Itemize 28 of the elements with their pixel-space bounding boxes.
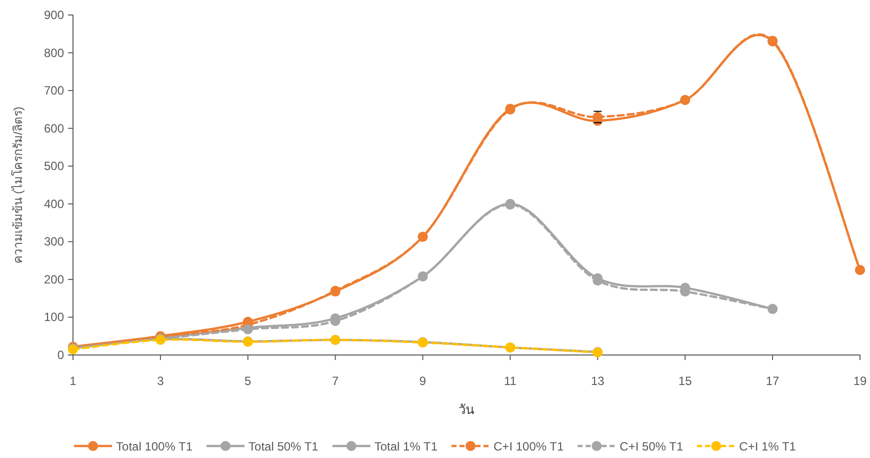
x-tick-label: 15 bbox=[678, 374, 692, 388]
legend-label: C+I 100% T1 bbox=[494, 440, 564, 454]
x-tick-label: 13 bbox=[590, 374, 605, 388]
legend-label: C+I 50% T1 bbox=[620, 440, 684, 454]
x-tick-label: 1 bbox=[70, 374, 77, 388]
x-axis-title: วัน bbox=[458, 402, 474, 417]
y-tick-label: 500 bbox=[44, 159, 64, 174]
legend-label: Total 1% T1 bbox=[374, 440, 438, 454]
x-tick-label: 9 bbox=[419, 374, 426, 388]
y-tick-label: 700 bbox=[44, 84, 64, 98]
y-tick-label: 600 bbox=[44, 121, 64, 136]
x-tick-label: 7 bbox=[332, 374, 339, 388]
y-tick-label: 400 bbox=[44, 196, 64, 211]
legend-label: C+I 1% T1 bbox=[739, 440, 796, 454]
y-tick-label: 0 bbox=[57, 348, 64, 362]
x-tick-label: 17 bbox=[766, 374, 780, 388]
x-tick-label: 5 bbox=[244, 374, 252, 388]
y-tick-label: 900 bbox=[44, 8, 64, 22]
legend-label: Total 50% T1 bbox=[248, 440, 319, 454]
x-tick-label: 19 bbox=[853, 374, 867, 388]
y-tick-label: 300 bbox=[44, 234, 64, 249]
y-tick-label: 200 bbox=[44, 272, 64, 286]
legend-label: Total 100% T1 bbox=[116, 440, 193, 454]
y-tick-label: 100 bbox=[44, 310, 64, 324]
x-tick-label: 11 bbox=[504, 374, 517, 388]
x-tick-label: 3 bbox=[157, 374, 164, 388]
y-axis-title: ความเข้มข้น (ไมโครกรัม/ลิตร) bbox=[11, 106, 25, 264]
y-tick-label: 800 bbox=[44, 46, 64, 60]
